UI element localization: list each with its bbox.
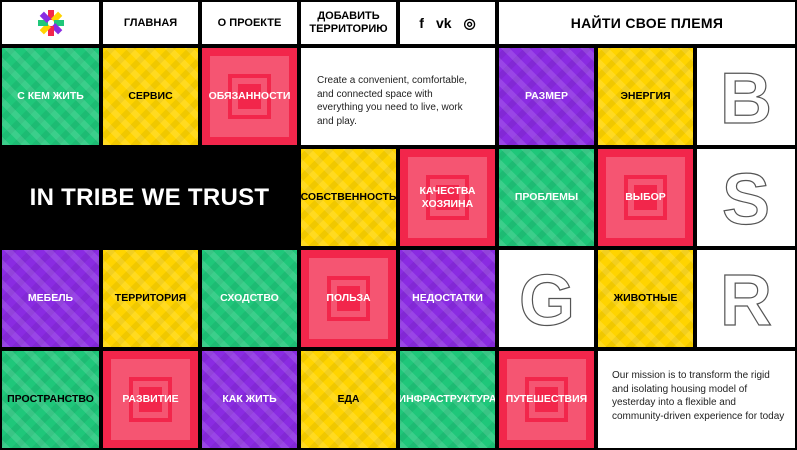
tile-size[interactable]: РАЗМЕР <box>497 46 596 147</box>
tile-benefit[interactable]: ПОЛЬЗА <box>299 248 398 349</box>
tile-label: ЖИВОТНЫЕ <box>613 292 678 305</box>
tile-label: ПРОСТРАНСТВО <box>7 393 94 406</box>
tile-label: РАЗВИТИЕ <box>122 393 179 406</box>
find-tribe-button[interactable]: НАЙТИ СВОЕ ПЛЕМЯ <box>497 0 797 46</box>
tile-territory[interactable]: ТЕРРИТОРИЯ <box>101 248 200 349</box>
tile-energy[interactable]: ЭНЕРГИЯ <box>596 46 695 147</box>
tile-food[interactable]: ЕДА <box>299 349 398 450</box>
tile-label: КАК ЖИТЬ <box>222 393 277 406</box>
nav-add-territory[interactable]: ДОБАВИТЬ ТЕРРИТОРИЮ <box>299 0 398 46</box>
letter-s-art: S <box>695 147 797 248</box>
tile-label: ПРОБЛЕМЫ <box>514 191 579 204</box>
logo[interactable] <box>0 0 101 46</box>
tile-with-whom[interactable]: С КЕМ ЖИТЬ <box>0 46 101 147</box>
tile-label: СЕРВИС <box>128 90 173 103</box>
svg-text:R: R <box>720 261 772 339</box>
nav-about[interactable]: О ПРОЕКТЕ <box>200 0 299 46</box>
tile-label: ИНФРАСТРУКТУРА <box>398 393 497 406</box>
tile-service[interactable]: СЕРВИС <box>101 46 200 147</box>
tile-furniture[interactable]: МЕБЕЛЬ <box>0 248 101 349</box>
tile-label: ЕДА <box>337 393 360 406</box>
tile-label: ТЕРРИТОРИЯ <box>114 292 187 305</box>
tile-label: СОБСТВЕННОСТЬ <box>300 191 397 204</box>
tile-duties[interactable]: ОБЯЗАННОСТИ <box>200 46 299 147</box>
tile-space[interactable]: ПРОСТРАНСТВО <box>0 349 101 450</box>
tile-choice[interactable]: ВЫБОР <box>596 147 695 248</box>
tile-property[interactable]: СОБСТВЕННОСТЬ <box>299 147 398 248</box>
svg-text:B: B <box>720 59 772 137</box>
tile-label: КАЧЕСТВА ХОЗЯИНА <box>419 184 476 210</box>
letter-r-art: R <box>695 248 797 349</box>
letter-g-art: G <box>497 248 596 349</box>
tile-drawbacks[interactable]: НЕДОСТАТКИ <box>398 248 497 349</box>
tile-label: РАЗМЕР <box>525 90 568 103</box>
tile-label: ОБЯЗАННОСТИ <box>208 90 291 103</box>
letter-s-icon: S <box>721 159 770 238</box>
tile-host-qualities[interactable]: КАЧЕСТВА ХОЗЯИНА <box>398 147 497 248</box>
tile-label: СХОДСТВО <box>220 292 279 305</box>
nav-home[interactable]: ГЛАВНАЯ <box>101 0 200 46</box>
tile-development[interactable]: РАЗВИТИЕ <box>101 349 200 450</box>
tile-label: ЭНЕРГИЯ <box>620 90 671 103</box>
tile-label: С КЕМ ЖИТЬ <box>17 90 84 103</box>
mission-text: Our mission is to transform the rigid an… <box>596 349 797 450</box>
tile-animals[interactable]: ЖИВОТНЫЕ <box>596 248 695 349</box>
tile-label: МЕБЕЛЬ <box>27 292 74 305</box>
logo-icon <box>37 10 64 36</box>
svg-text:S: S <box>722 160 770 238</box>
svg-text:G: G <box>518 261 574 339</box>
tile-label: ПУТЕШЕСТВИЯ <box>505 393 588 406</box>
intro-text: Create a convenient, comfortable, and co… <box>299 46 497 147</box>
hero-slogan: IN TRIBE WE TRUST <box>0 147 299 248</box>
tile-problems[interactable]: ПРОБЛЕМЫ <box>497 147 596 248</box>
letter-b-art: B <box>695 46 797 147</box>
tile-how-to-live[interactable]: КАК ЖИТЬ <box>200 349 299 450</box>
vk-icon[interactable]: vk <box>435 14 452 31</box>
letter-b-icon: B <box>719 58 772 137</box>
letter-g-icon: G <box>518 260 575 339</box>
letter-r-icon: R <box>719 260 772 339</box>
tile-label: ПОЛЬЗА <box>326 292 371 305</box>
tile-label: НЕДОСТАТКИ <box>412 292 483 305</box>
instagram-icon[interactable]: ◎ <box>463 14 476 31</box>
social-links: f vk ◎ <box>398 0 497 46</box>
tile-label: ВЫБОР <box>625 191 666 204</box>
tile-similarity[interactable]: СХОДСТВО <box>200 248 299 349</box>
tile-infrastructure[interactable]: ИНФРАСТРУКТУРА <box>398 349 497 450</box>
facebook-icon[interactable]: f <box>419 14 424 31</box>
tile-travel[interactable]: ПУТЕШЕСТВИЯ <box>497 349 596 450</box>
